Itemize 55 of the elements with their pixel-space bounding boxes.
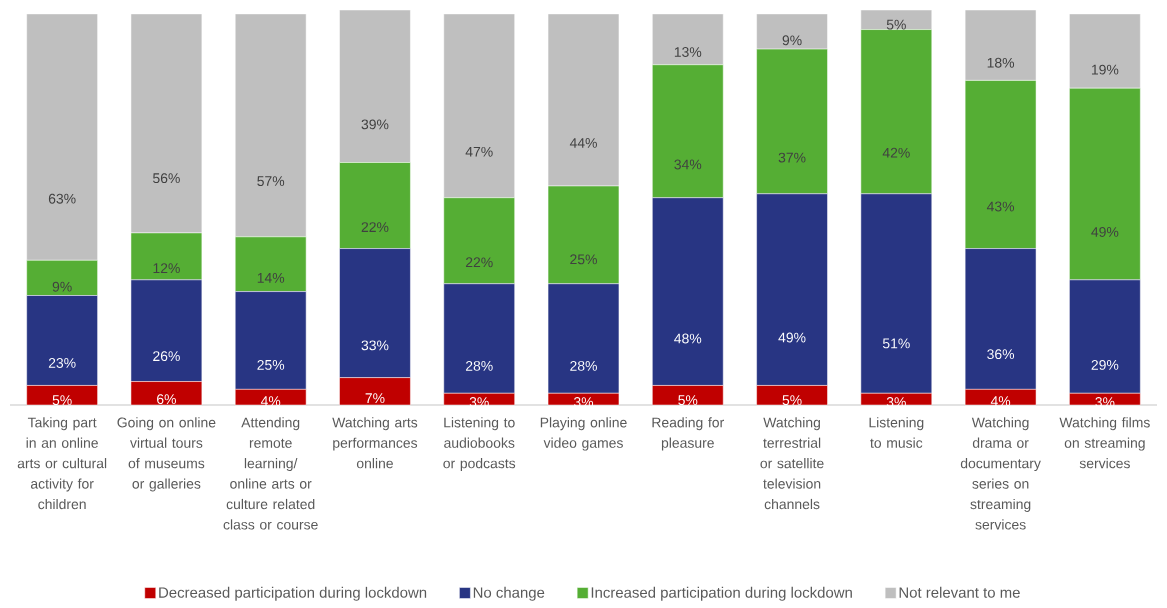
data-label: 23% xyxy=(48,358,76,368)
data-label: 6% xyxy=(157,394,176,405)
data-label: 29% xyxy=(1091,359,1119,370)
data-label: 19% xyxy=(1091,64,1119,75)
data-label: 22% xyxy=(465,257,493,268)
data-label: 36% xyxy=(987,349,1015,360)
legend-label: Not relevant to me xyxy=(899,586,1020,598)
data-label: 28% xyxy=(570,360,597,371)
x-tick-label: Attending remote learning/ online arts or culture related class or course xyxy=(223,417,318,530)
data-label: 13% xyxy=(674,47,702,57)
data-label: 5% xyxy=(782,395,802,406)
data-label: 28% xyxy=(465,360,493,371)
data-label: 9% xyxy=(52,281,72,292)
data-label: 56% xyxy=(153,173,180,184)
data-label: 39% xyxy=(361,119,389,130)
data-label: 26% xyxy=(153,351,180,362)
data-label: 5% xyxy=(886,19,906,30)
legend-label: Increased participation during lockdown xyxy=(591,586,852,601)
x-tick-label: Reading for pleasure xyxy=(652,417,724,451)
x-tick-label: Taking part in an online arts or cultural activity for children xyxy=(17,417,107,510)
data-label: 43% xyxy=(986,201,1015,212)
data-label: 25% xyxy=(570,254,597,265)
x-tick-label: Going on online virtual tours of museums or galleries xyxy=(117,417,216,492)
legend-label: Decreased participation during lockdown xyxy=(159,586,427,601)
x-tick-label: Watching films on streaming services xyxy=(1059,417,1150,469)
data-label: 33% xyxy=(361,340,389,351)
data-label: 5% xyxy=(52,395,72,406)
data-label: 42% xyxy=(882,147,910,158)
data-label: 22% xyxy=(361,222,389,232)
data-label: 34% xyxy=(674,159,702,170)
x-tick-label: Watching drama or documentary series on streaming services xyxy=(960,417,1041,530)
data-label: 49% xyxy=(1091,226,1119,237)
data-label: 47% xyxy=(465,146,493,157)
x-tick-label: Playing online video games xyxy=(540,417,627,451)
data-label: 44% xyxy=(569,138,597,148)
data-label: 12% xyxy=(153,263,180,274)
data-label: 7% xyxy=(365,393,385,404)
data-label: 9% xyxy=(782,35,802,46)
data-label: 4% xyxy=(260,396,281,406)
x-tick-label: Watching terrestrial or satellite television channels xyxy=(760,417,824,510)
x-tick-label: Listening to audiobooks or podcasts xyxy=(443,417,516,472)
data-label: 25% xyxy=(257,359,285,370)
legend-label: No change xyxy=(473,586,545,601)
data-label: 48% xyxy=(674,333,702,344)
data-label: 57% xyxy=(257,176,285,187)
x-tick-label: Watching arts performances online xyxy=(332,417,418,469)
x-tick-label: Listening to music xyxy=(869,417,924,448)
data-label: 51% xyxy=(882,338,910,349)
data-label: 18% xyxy=(987,57,1015,68)
data-label: 37% xyxy=(778,152,806,163)
data-label: 14% xyxy=(257,273,285,283)
data-label: 5% xyxy=(678,395,698,406)
data-label: 63% xyxy=(48,193,76,204)
data-label: 4% xyxy=(990,396,1011,406)
data-label: 49% xyxy=(778,332,806,343)
